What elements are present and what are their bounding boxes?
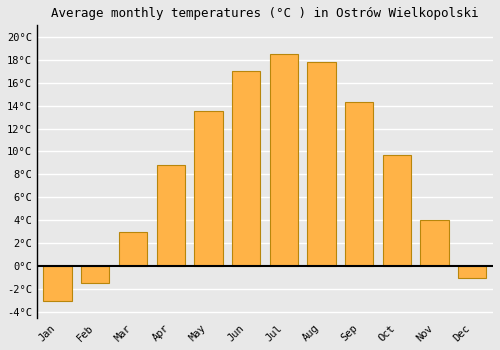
Bar	[156, 165, 185, 266]
Bar	[232, 71, 260, 266]
Bar	[44, 266, 72, 301]
Bar	[420, 220, 449, 266]
Title: Average monthly temperatures (°C ) in Ostrów Wielkopolski: Average monthly temperatures (°C ) in Os…	[51, 7, 478, 20]
Bar	[194, 111, 222, 266]
Bar	[458, 266, 486, 278]
Bar	[308, 62, 336, 266]
Bar	[270, 54, 298, 266]
Bar	[81, 266, 110, 284]
Bar	[383, 155, 411, 266]
Bar	[119, 232, 147, 266]
Bar	[345, 102, 374, 266]
